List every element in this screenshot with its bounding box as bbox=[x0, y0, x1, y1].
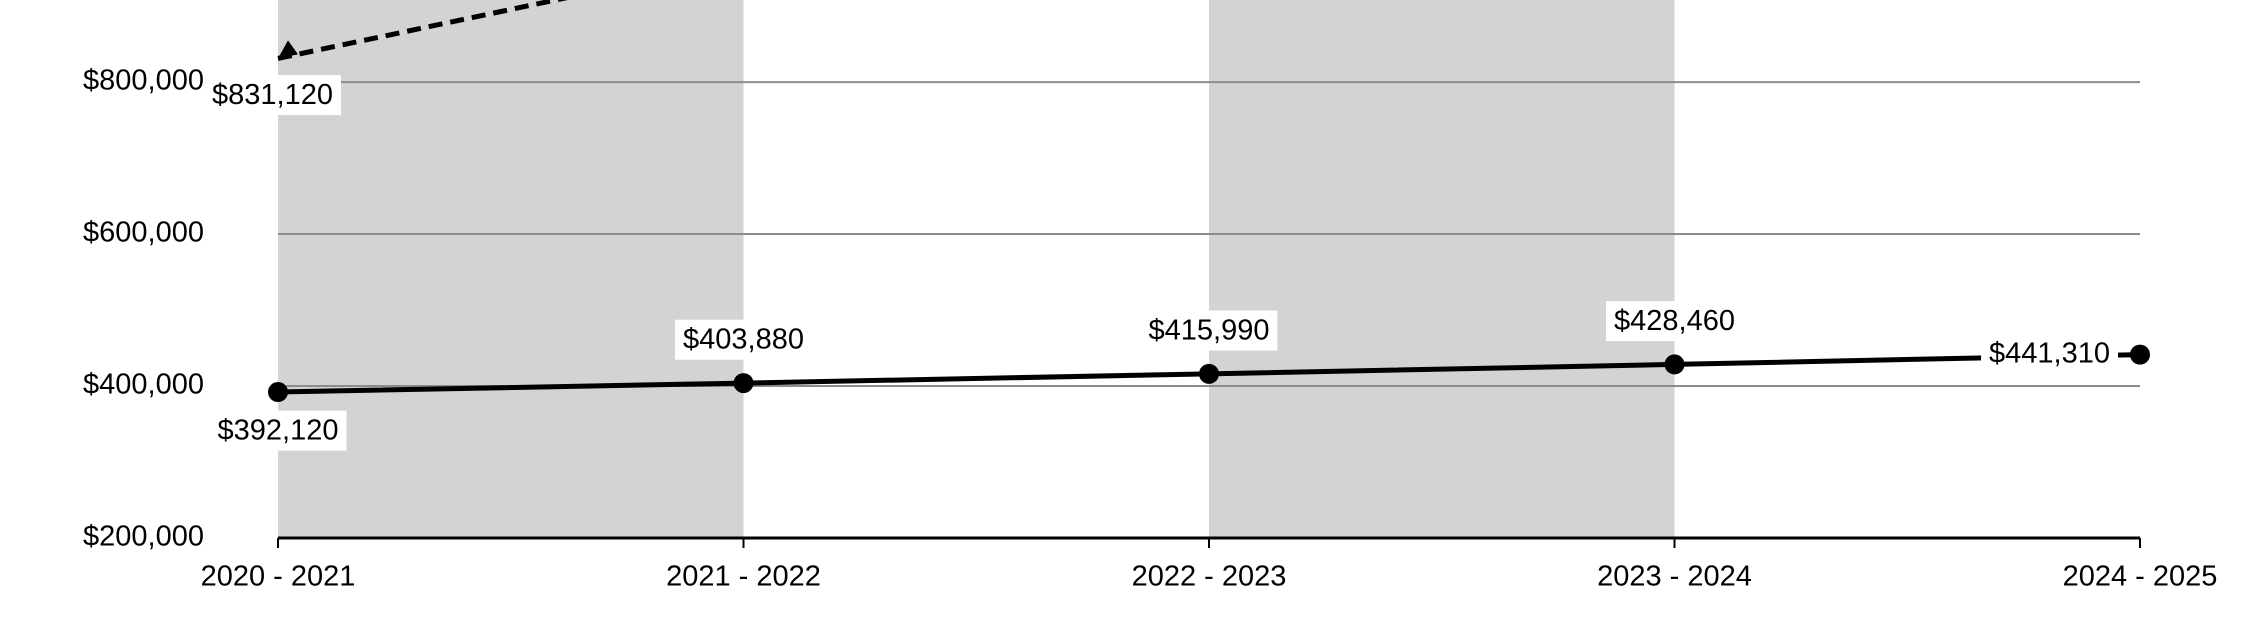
data-label: $415,990 bbox=[1149, 315, 1270, 347]
label-box bbox=[1981, 333, 2118, 374]
band bbox=[1209, 0, 1675, 538]
labels: $392,120 $403,880 $415,990 $428,460 $441,310… bbox=[204, 75, 2118, 451]
point bbox=[1199, 363, 1219, 384]
x-tick-label: 2022 - 2023 bbox=[1132, 561, 1287, 593]
label-box bbox=[675, 319, 812, 360]
label-box bbox=[1140, 310, 1278, 351]
data-label: $428,460 bbox=[1614, 305, 1735, 337]
background-bands bbox=[278, 0, 1675, 538]
x-tick-label: 2020 - 2021 bbox=[201, 561, 356, 593]
label-box bbox=[1606, 301, 1743, 342]
y-tick-label: $600,000 bbox=[83, 217, 204, 249]
grid: $200,000 $400,000 $600,000 $800,000 2020 - 2… bbox=[83, 65, 2217, 593]
series-line bbox=[277, 0, 568, 61]
x-tick-label: 2024 - 2025 bbox=[2063, 561, 2218, 593]
y-tick-label: $200,000 bbox=[83, 521, 204, 553]
y-tick-label: $400,000 bbox=[83, 369, 204, 401]
data-label: $441,310 bbox=[1989, 337, 2110, 369]
x-tick-label: 2023 - 2024 bbox=[1597, 561, 1752, 593]
label-box bbox=[209, 410, 347, 451]
point bbox=[733, 373, 754, 394]
point bbox=[2130, 344, 2150, 365]
point bbox=[1664, 354, 1685, 375]
point-arrow bbox=[278, 40, 298, 59]
lines bbox=[268, 0, 2150, 403]
data-label: $831,120 bbox=[212, 79, 333, 111]
point bbox=[268, 382, 288, 403]
y-tick-label: $800,000 bbox=[83, 65, 204, 97]
band bbox=[278, 0, 744, 538]
label-box bbox=[204, 75, 341, 116]
data-label: $392,120 bbox=[218, 415, 339, 447]
data-label: $403,880 bbox=[683, 324, 804, 356]
x-tick-label: 2021 - 2022 bbox=[666, 561, 821, 593]
